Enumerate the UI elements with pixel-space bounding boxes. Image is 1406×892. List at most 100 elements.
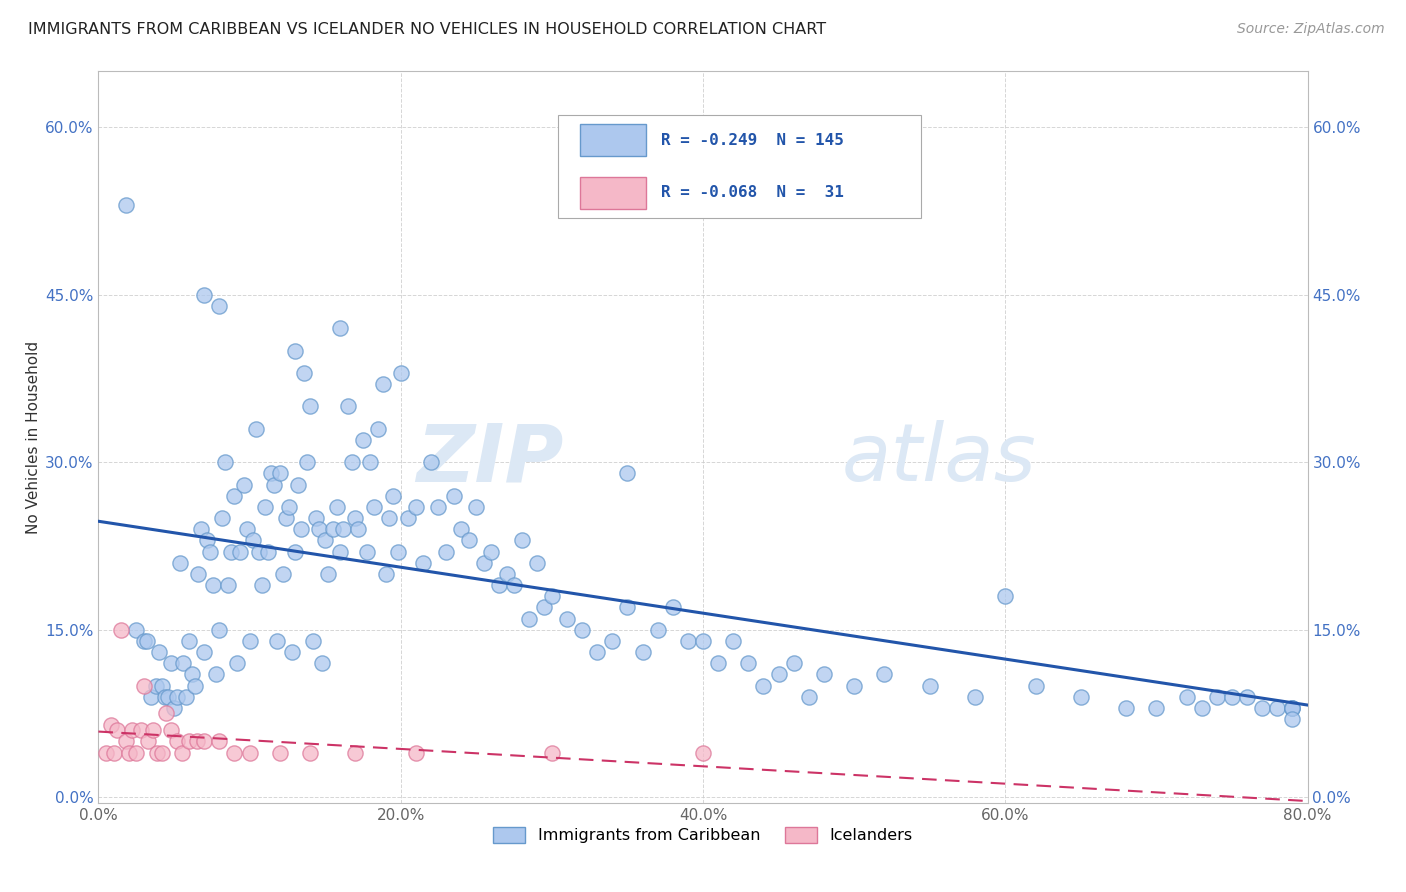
Point: [253, 500, 276, 514]
Point: [1220, 690, 1243, 704]
Point: [571, 623, 593, 637]
Point: [153, 690, 176, 704]
Point: [103, 746, 125, 760]
Point: [360, 455, 382, 469]
Legend: Immigrants from Caribbean, Icelanders: Immigrants from Caribbean, Icelanders: [486, 821, 920, 850]
Point: [169, 556, 191, 570]
Point: [387, 544, 409, 558]
Point: [292, 366, 315, 380]
Point: [371, 377, 394, 392]
Point: [160, 657, 183, 671]
Point: [443, 489, 465, 503]
Point: [214, 455, 236, 469]
Point: [1236, 690, 1258, 704]
Point: [114, 198, 136, 212]
Point: [813, 667, 835, 681]
Point: [202, 578, 225, 592]
Bar: [579, 124, 647, 156]
Point: [299, 746, 322, 760]
Point: [208, 734, 231, 748]
Point: [274, 511, 297, 525]
Point: [148, 645, 170, 659]
Point: [768, 667, 790, 681]
Point: [412, 556, 434, 570]
Point: [540, 746, 562, 760]
Point: [540, 589, 562, 603]
Point: [172, 657, 194, 671]
Point: [510, 533, 533, 548]
Point: [396, 511, 419, 525]
Point: [336, 400, 359, 414]
Point: [256, 544, 278, 558]
Point: [918, 679, 941, 693]
Point: [322, 522, 344, 536]
Point: [457, 533, 479, 548]
Point: [166, 734, 188, 748]
Point: [150, 746, 173, 760]
Point: [239, 633, 262, 648]
Point: [299, 400, 322, 414]
Point: [105, 723, 128, 738]
Point: [205, 667, 228, 681]
Point: [405, 746, 427, 760]
Point: [316, 566, 339, 581]
Point: [195, 533, 218, 548]
Point: [229, 544, 252, 558]
Point: [427, 500, 450, 514]
Point: [389, 366, 412, 380]
Point: [200, 544, 222, 558]
Point: [783, 657, 806, 671]
Point: [844, 679, 866, 693]
Point: [405, 500, 427, 514]
Point: [503, 578, 526, 592]
Text: IMMIGRANTS FROM CARIBBEAN VS ICELANDER NO VEHICLES IN HOUSEHOLD CORRELATION CHAR: IMMIGRANTS FROM CARIBBEAN VS ICELANDER N…: [28, 22, 827, 37]
Point: [616, 467, 638, 481]
Point: [647, 623, 669, 637]
Point: [186, 734, 208, 748]
Point: [160, 723, 183, 738]
Point: [332, 522, 354, 536]
Point: [121, 723, 143, 738]
Text: R = -0.249  N = 145: R = -0.249 N = 145: [661, 133, 844, 147]
Point: [150, 679, 173, 693]
Point: [260, 467, 283, 481]
Point: [1175, 690, 1198, 704]
Point: [314, 533, 336, 548]
Point: [239, 746, 262, 760]
Point: [602, 633, 624, 648]
Point: [118, 746, 141, 760]
Point: [707, 657, 730, 671]
Point: [221, 544, 243, 558]
Point: [110, 623, 132, 637]
Point: [250, 578, 273, 592]
Y-axis label: No Vehicles in Household: No Vehicles in Household: [27, 341, 41, 533]
Point: [269, 467, 291, 481]
Point: [132, 633, 155, 648]
Point: [994, 589, 1017, 603]
Point: [295, 455, 318, 469]
Point: [217, 578, 239, 592]
Point: [132, 679, 155, 693]
Point: [374, 566, 396, 581]
Point: [224, 746, 246, 760]
Point: [555, 611, 578, 625]
Point: [692, 633, 714, 648]
Point: [631, 645, 654, 659]
Point: [146, 746, 169, 760]
Point: [797, 690, 820, 704]
Point: [302, 633, 325, 648]
Point: [193, 734, 215, 748]
Point: [170, 746, 193, 760]
Point: [166, 690, 188, 704]
Point: [277, 500, 299, 514]
Point: [208, 623, 231, 637]
Point: [329, 544, 352, 558]
Point: [190, 522, 212, 536]
FancyBboxPatch shape: [558, 115, 921, 218]
Point: [367, 422, 389, 436]
Point: [224, 489, 246, 503]
Point: [281, 645, 304, 659]
Point: [245, 422, 267, 436]
Point: [193, 645, 215, 659]
Point: [965, 690, 987, 704]
